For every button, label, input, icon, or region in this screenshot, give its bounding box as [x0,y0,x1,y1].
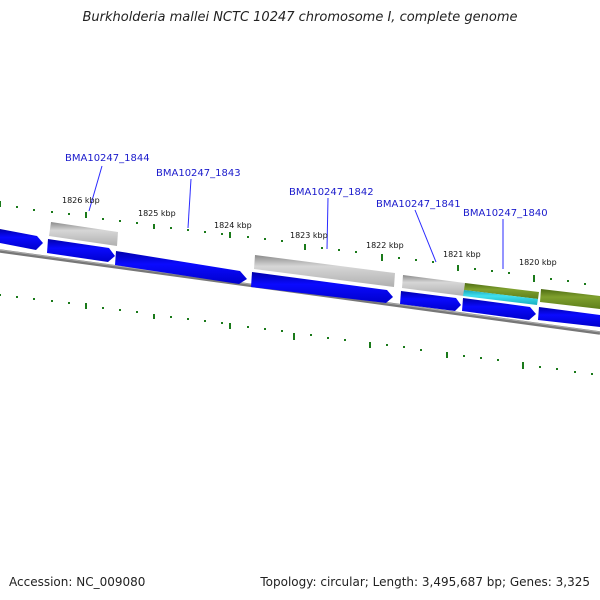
pseudogene-feature-1844[interactable] [49,222,118,246]
leader-line-1843 [187,178,192,229]
cds-arrow-1844[interactable] [47,239,115,262]
olive-feature-a[interactable] [464,283,539,299]
tick-label-1824: 1824 kbp [214,221,252,230]
tick-label-1820: 1820 kbp [519,258,557,267]
olive-feature-b[interactable] [540,289,600,309]
map-title: Burkholderia mallei NCTC 10247 chromosom… [82,10,518,25]
cds-arrow-1839[interactable] [538,307,600,327]
pseudogene-feature-1841[interactable] [402,275,465,296]
summary-text: Topology: circular; Length: 3,495,687 bp… [260,575,590,589]
cyan-feature[interactable] [463,290,538,305]
cds-arrow-1841[interactable] [400,291,461,311]
gene-label-1843[interactable]: BMA10247_1843 [156,168,241,179]
cds-arrow-1843[interactable] [115,251,247,284]
cds-arrow-1845[interactable] [0,229,43,250]
leader-line-1842 [326,197,329,250]
gene-label-1840[interactable]: BMA10247_1840 [463,208,548,219]
inner-tick-ring [0,294,593,375]
leader-line-1844 [88,165,103,212]
gene-label-1841[interactable]: BMA10247_1841 [376,199,461,210]
accession-text: Accession: NC_009080 [9,575,146,589]
cds-arrow-1842[interactable] [251,272,393,303]
tick-label-1822: 1822 kbp [366,241,404,250]
gene-label-1844[interactable]: BMA10247_1844 [65,153,150,164]
leader-line-1841 [414,209,437,263]
tick-label-1823: 1823 kbp [290,231,328,240]
tick-label-1825: 1825 kbp [138,209,176,218]
pseudogene-feature-1842[interactable] [254,255,395,287]
tick-label-1826: 1826 kbp [62,196,100,205]
cds-arrow-1840[interactable] [462,298,536,320]
tick-label-1821: 1821 kbp [443,250,481,259]
gene-label-1842[interactable]: BMA10247_1842 [289,187,374,198]
outer-tick-ring [0,201,586,285]
